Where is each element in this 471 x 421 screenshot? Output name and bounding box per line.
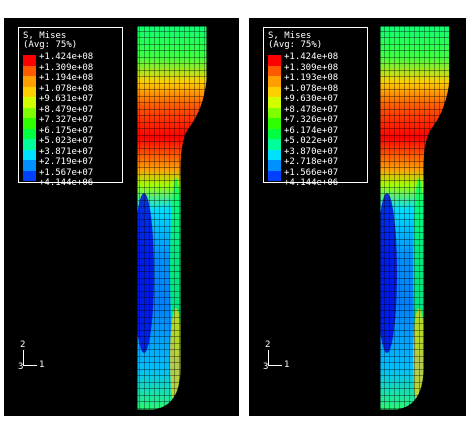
axis-triad-right: 2 3 1 [263, 340, 303, 380]
legend-title: S, Mises [23, 31, 67, 41]
legend-value: +1.424e+08 [39, 52, 94, 62]
legend-value: +5.023e+07 [39, 136, 94, 146]
viewport-left[interactable]: S, Mises (Avg: 75%) +1.424e+08 +1.309e+0… [4, 18, 239, 416]
axis-label-3: 3 [18, 362, 24, 372]
legend-value: +1.309e+08 [284, 62, 339, 73]
legend-swatch [268, 65, 281, 76]
legend-swatch [268, 86, 281, 97]
legend-value: +1.194e+08 [39, 73, 94, 83]
legend-swatch [23, 149, 36, 160]
axis-line-vertical [23, 350, 24, 365]
axis-line-horizontal [23, 365, 37, 366]
axis-label-2: 2 [265, 340, 271, 350]
axis-label-3: 3 [263, 362, 269, 372]
legend-swatch [268, 76, 281, 87]
contour-legend-left: S, Mises (Avg: 75%) +1.424e+08 +1.309e+0… [18, 27, 123, 188]
legend-value: +4.144e+06 [284, 178, 339, 188]
legend-value: +1.567e+07 [39, 167, 94, 178]
legend-value: +2.718e+07 [284, 157, 339, 167]
legend-value: +3.871e+07 [39, 146, 94, 157]
legend-value: +9.630e+07 [284, 94, 339, 104]
legend-value: +8.478e+07 [284, 104, 339, 115]
legend-color-bar [268, 55, 281, 181]
legend-swatch [23, 128, 36, 139]
legend-swatch [268, 139, 281, 150]
legend-swatch [23, 97, 36, 108]
legend-value: +7.327e+07 [39, 115, 94, 125]
legend-value: +6.175e+07 [39, 125, 94, 136]
viewport-right[interactable]: S, Mises (Avg: 75%) +1.424e+08 +1.309e+0… [249, 18, 466, 416]
legend-color-bar [23, 55, 36, 181]
legend-swatch [23, 160, 36, 171]
legend-subtitle: (Avg: 75%) [23, 40, 78, 50]
legend-swatch [23, 170, 36, 181]
legend-value: +1.566e+07 [284, 167, 339, 178]
legend-values: +1.424e+08 +1.309e+08 +1.193e+08 +1.078e… [284, 52, 338, 189]
axis-label-1: 1 [39, 360, 45, 370]
contour-legend-right: S, Mises (Avg: 75%) +1.424e+08 +1.309e+0… [263, 27, 368, 188]
legend-value: +9.631e+07 [39, 94, 94, 104]
legend-swatch [268, 128, 281, 139]
legend-swatch [268, 160, 281, 171]
axis-triad-left: 2 3 1 [18, 340, 58, 380]
legend-swatch [268, 170, 281, 181]
legend-value: +1.078e+08 [284, 83, 339, 94]
legend-title: S, Mises [268, 31, 312, 41]
legend-value: +1.424e+08 [284, 52, 339, 62]
axis-line-horizontal [268, 365, 282, 366]
legend-swatch [23, 118, 36, 129]
contour-mesh-left [136, 25, 208, 411]
legend-swatch [23, 55, 36, 66]
axis-line-vertical [268, 350, 269, 365]
legend-swatch [268, 97, 281, 108]
legend-value: +7.326e+07 [284, 115, 339, 125]
legend-swatch [23, 86, 36, 97]
legend-swatch [23, 107, 36, 118]
legend-swatch [268, 107, 281, 118]
legend-swatch [268, 118, 281, 129]
legend-value: +1.309e+08 [39, 62, 94, 73]
legend-value: +5.022e+07 [284, 136, 339, 146]
legend-subtitle: (Avg: 75%) [268, 40, 323, 50]
contour-mesh-right [379, 25, 451, 411]
legend-swatch [23, 139, 36, 150]
legend-swatch [23, 76, 36, 87]
axis-label-1: 1 [284, 360, 290, 370]
legend-value: +3.870e+07 [284, 146, 339, 157]
legend-value: +1.193e+08 [284, 73, 339, 83]
legend-swatch [268, 149, 281, 160]
legend-value: +6.174e+07 [284, 125, 339, 136]
legend-values: +1.424e+08 +1.309e+08 +1.194e+08 +1.078e… [39, 52, 93, 189]
axis-label-2: 2 [20, 340, 26, 350]
legend-value: +1.078e+08 [39, 83, 94, 94]
legend-value: +4.144e+06 [39, 178, 94, 188]
legend-swatch [23, 65, 36, 76]
legend-swatch [268, 55, 281, 66]
legend-value: +8.479e+07 [39, 104, 94, 115]
legend-value: +2.719e+07 [39, 157, 94, 167]
